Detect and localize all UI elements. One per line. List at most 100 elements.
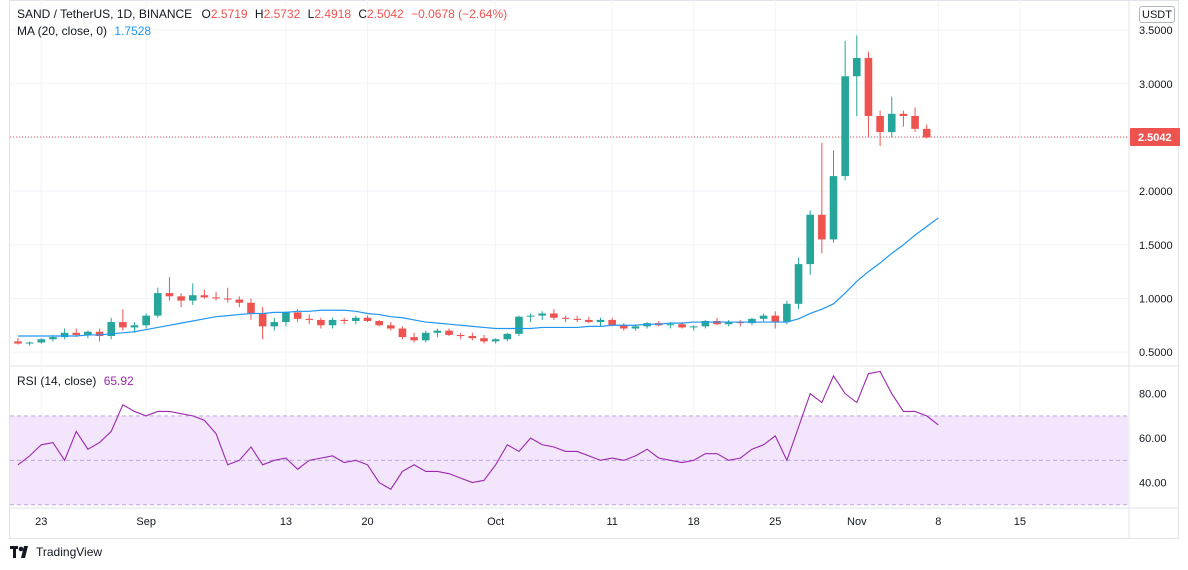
time-tick-label: 15 — [1014, 516, 1026, 528]
candle-body-up — [60, 332, 69, 338]
candle-body-down — [922, 128, 931, 138]
candle-body-down — [864, 58, 873, 116]
candle-body-down — [468, 336, 477, 339]
open-label: O — [201, 7, 211, 21]
candle-body-down — [14, 341, 22, 344]
candle-body-up — [37, 339, 46, 343]
candle-body-up — [84, 331, 92, 335]
time-tick-label: 11 — [606, 516, 617, 528]
last-price-label: 2.5042 — [1138, 132, 1172, 144]
candle-body-down — [911, 115, 919, 129]
candle-body-up — [841, 76, 849, 177]
ma-value: 1.7528 — [114, 24, 152, 38]
low-label: L — [307, 7, 315, 21]
candle-body-up — [282, 312, 290, 323]
candle-body-down — [818, 214, 826, 240]
candle-body-up — [689, 326, 698, 328]
high-label: H — [254, 7, 264, 21]
candle-body-down — [573, 318, 581, 320]
candle-body-up — [107, 322, 115, 337]
candle-body-up — [666, 324, 675, 326]
candle-body-up — [421, 332, 430, 341]
candle-body-up — [538, 313, 547, 316]
candle-body-down — [235, 299, 244, 303]
candle-body-up — [154, 293, 162, 316]
rsi-tick-label: 80.00 — [1139, 389, 1167, 401]
candle-body-down — [119, 322, 127, 328]
candle-body-up — [724, 322, 733, 325]
time-tick-label: 8 — [935, 516, 941, 528]
candle-body-up — [759, 315, 768, 319]
candle-body-down — [200, 295, 209, 298]
candle-body-up — [794, 264, 803, 304]
candle-body-up — [188, 295, 197, 301]
price-tick-label: 1.0000 — [1139, 293, 1173, 305]
candle-body-up — [352, 317, 360, 321]
candle-body-down — [876, 115, 884, 133]
candle-body-up — [142, 315, 150, 326]
price-tick-label: 2.0000 — [1139, 186, 1173, 198]
candle-body-up — [328, 319, 337, 326]
candle-body-up — [503, 333, 512, 340]
candle-body-down — [340, 319, 348, 321]
candle-body-down — [317, 319, 325, 326]
rsi-band — [10, 415, 1128, 505]
candle-body-up — [748, 318, 756, 324]
candle-body-up — [526, 315, 535, 317]
candle-body-up — [631, 326, 640, 329]
candle-body-down — [771, 315, 780, 323]
close-label: C — [358, 7, 368, 21]
time-tick-label: Oct — [487, 516, 504, 528]
candle-body-down — [212, 297, 220, 299]
rsi-label: RSI (14, close) — [17, 374, 97, 388]
high-value: 2.5732 — [263, 7, 301, 21]
price-tick-label: 1.5000 — [1139, 240, 1173, 252]
time-tick-label: 20 — [361, 516, 373, 528]
candle-body-up — [829, 176, 838, 240]
candle-body-up — [491, 339, 500, 342]
candle-body-down — [363, 317, 372, 321]
candle-body-up — [515, 316, 523, 334]
candle-body-down — [585, 319, 593, 323]
ma-legend[interactable]: MA (20, close, 0) 1.7528 — [17, 24, 151, 38]
price-legend: SAND / TetherUS, 1D, BINANCE O2.5719 H2.… — [17, 7, 507, 21]
price-tick-label: 3.0000 — [1139, 79, 1173, 91]
time-tick-label: 13 — [280, 516, 292, 528]
candle-body-down — [456, 334, 465, 337]
candle-body-up — [806, 214, 814, 265]
candle-body-down — [561, 317, 570, 319]
candle-body-down — [410, 337, 418, 341]
time-tick-label: Sep — [136, 516, 156, 528]
candle-body-down — [177, 296, 185, 301]
candle-body-down — [678, 324, 686, 328]
candle-body-down — [387, 325, 395, 329]
symbol-label[interactable]: SAND / TetherUS, 1D, BINANCE — [17, 7, 193, 21]
open-value: 2.5719 — [210, 7, 248, 21]
price-tick-label: 3.5000 — [1139, 25, 1173, 37]
candle-body-down — [223, 298, 232, 300]
time-tick-label: 18 — [688, 516, 700, 528]
rsi-line — [17, 370, 939, 490]
tradingview-icon — [10, 546, 28, 558]
change-value: −0.0678 (−2.64%) — [411, 7, 508, 21]
candle-body-down — [165, 293, 174, 297]
candle-body-down — [899, 113, 908, 116]
candle-body-down — [480, 338, 488, 342]
time-tick-label: 23 — [35, 516, 47, 528]
candle-body-down — [293, 312, 302, 319]
currency-button[interactable]: USDT — [1139, 6, 1175, 23]
rsi-legend[interactable]: RSI (14, close) 65.92 — [17, 374, 134, 388]
close-value: 2.5042 — [367, 7, 404, 21]
price-tick-label: 0.5000 — [1139, 347, 1173, 359]
candle-body-up — [887, 113, 896, 133]
candle-body-up — [270, 322, 279, 327]
candle-body-down — [445, 330, 453, 335]
rsi-value: 65.92 — [103, 374, 134, 388]
candle-body-up — [433, 330, 442, 333]
candle-body-down — [375, 320, 383, 326]
last-price-badge — [1130, 127, 1180, 146]
tradingview-logo[interactable]: TradingView — [10, 545, 102, 559]
candle-body-down — [305, 318, 314, 320]
chart-frame — [9, 0, 1179, 539]
